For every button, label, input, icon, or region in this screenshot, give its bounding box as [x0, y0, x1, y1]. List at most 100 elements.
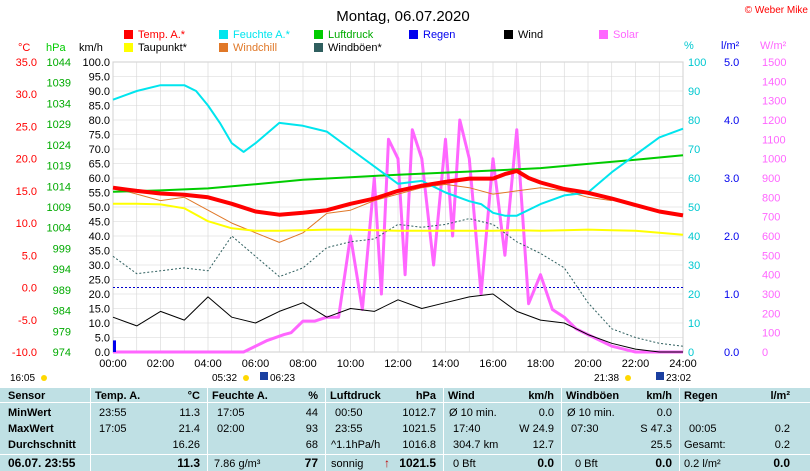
time-tick: 12:00	[384, 358, 412, 370]
temp-tick: -5.0	[18, 315, 37, 327]
wind-tick: 10.0	[89, 318, 110, 330]
series-taupunkt	[113, 202, 684, 236]
gust-min-label: Ø 10 min.	[567, 407, 615, 419]
temp-tick: 15.0	[16, 186, 37, 198]
legend-swatch-0	[124, 30, 133, 39]
header-rain-unit: l/m²	[770, 390, 790, 402]
pressure-tick: 999	[53, 243, 71, 255]
pressure-tick: 1029	[47, 119, 71, 131]
gust-max-time: 07:30	[571, 423, 599, 435]
legend-label-1: Feuchte A.*	[233, 29, 291, 41]
row-label-min: MinWert	[8, 407, 52, 419]
wind-avg: 12.7	[532, 439, 554, 451]
row-label-avg: Durchschnitt	[8, 439, 76, 451]
time-tick: 10:00	[337, 358, 365, 370]
solar-tick: 700	[762, 212, 780, 224]
right-edge-panel	[802, 40, 810, 360]
chart-ticks: 35.0 30.0 25.0 20.0 15.0 10.0 5.0 0.0 -5.0 -10.0 1…	[12, 57, 787, 370]
wind-tick: 95.0	[89, 72, 110, 84]
temp-tick: 5.0	[22, 250, 37, 262]
legend-label-6: Taupunkt*	[138, 42, 188, 54]
legend-swatch-2	[314, 30, 323, 39]
wind-min-label: Ø 10 min.	[449, 407, 497, 419]
rain-max: 0.2	[774, 423, 790, 435]
gust-bft: 0 Bft	[575, 458, 598, 470]
humidity-tick: 10	[688, 318, 700, 330]
temp-tick: -10.0	[12, 347, 37, 359]
pressure-tick: 1034	[47, 98, 71, 110]
humidity-tick: 60	[688, 173, 700, 185]
legend-swatch-8	[314, 43, 323, 52]
rain-tick: 3.0	[724, 173, 739, 185]
moon-icon	[41, 375, 47, 381]
series-regen-bar	[113, 340, 116, 352]
rain-axis-unit: l/m²	[721, 40, 740, 52]
hum-abs: 7.86 g/m³	[214, 458, 261, 470]
series-tempa	[112, 168, 684, 218]
legend-label-5: Solar	[613, 29, 639, 41]
press-max-time: 23:55	[335, 423, 363, 435]
header-sensor: Sensor	[8, 390, 46, 402]
series-windben	[112, 218, 684, 347]
header-rain: Regen	[684, 390, 718, 402]
rain-tick: 4.0	[724, 115, 739, 127]
header-gust-unit: km/h	[646, 390, 672, 402]
pressure-tick: 1014	[47, 181, 71, 193]
wind-tick: 85.0	[89, 101, 110, 113]
temp-tick: 25.0	[16, 121, 37, 133]
header-temp: Temp. A.	[95, 390, 141, 402]
legend-swatch-5	[599, 30, 608, 39]
humidity-tick: 100	[688, 57, 706, 69]
temp-tick: 35.0	[16, 57, 37, 69]
hum-max: 93	[305, 423, 318, 435]
wind-max-time: 17:40	[453, 423, 481, 435]
humidity-tick: 30	[688, 260, 700, 272]
solar-tick: 1300	[762, 96, 786, 108]
temp-tick: 0.0	[22, 283, 37, 295]
temp-tick: 10.0	[16, 218, 37, 230]
wind-tick: 15.0	[89, 304, 110, 316]
pressure-tick: 994	[53, 264, 71, 276]
legend-label-2: Luftdruck	[328, 29, 374, 41]
press-current: 1021.5	[399, 456, 436, 470]
time-tick: 18:00	[527, 358, 555, 370]
sunset-icon	[625, 375, 631, 381]
chart-grid	[112, 61, 684, 353]
series-windchill	[112, 183, 612, 243]
hum-min-time: 17:05	[217, 407, 245, 419]
stats-table: Sensor Temp. A. °C Feuchte A. % Luftdruc…	[0, 388, 810, 471]
legend-label-4: Wind	[518, 29, 543, 41]
gust-min: 0.0	[656, 407, 672, 419]
dawn-icon	[260, 372, 268, 380]
press-min: 1012.7	[402, 407, 436, 419]
temp-min: 11.3	[179, 407, 200, 419]
humidity-tick: 80	[688, 115, 700, 127]
legend-swatch-7	[219, 43, 228, 52]
wind-tick: 45.0	[89, 217, 110, 229]
solar-tick: 1500	[762, 57, 786, 69]
series-feuchtea	[112, 84, 684, 217]
wind-tick: 70.0	[89, 144, 110, 156]
hum-max-time: 02:00	[217, 423, 245, 435]
pressure-tick: 1024	[47, 140, 71, 152]
pressure-axis-unit: hPa	[46, 42, 66, 54]
press-max: 1021.5	[402, 423, 436, 435]
header-temp-unit: °C	[187, 390, 200, 402]
legend-label-8: Windböen*	[328, 42, 383, 54]
hum-min: 44	[305, 407, 318, 419]
pressure-tick: 979	[53, 326, 71, 338]
press-trend: ^1.1hPa/h	[331, 439, 381, 451]
wind-distance: 304.7 km	[453, 439, 499, 451]
solar-tick: 300	[762, 289, 780, 301]
civil-dusk-time: 23:02	[666, 373, 691, 384]
temp-tick: 30.0	[16, 89, 37, 101]
pressure-tick: 1039	[47, 78, 71, 90]
press-forecast: sonnig	[331, 458, 364, 470]
time-tick: 06:00	[242, 358, 270, 370]
wind-axis-unit: km/h	[79, 42, 103, 54]
header-wind-unit: km/h	[528, 390, 554, 402]
solar-tick: 0	[762, 347, 768, 359]
rain-max-time: 00:05	[689, 423, 717, 435]
time-tick: 16:00	[479, 358, 507, 370]
pressure-tick: 1044	[47, 57, 71, 69]
